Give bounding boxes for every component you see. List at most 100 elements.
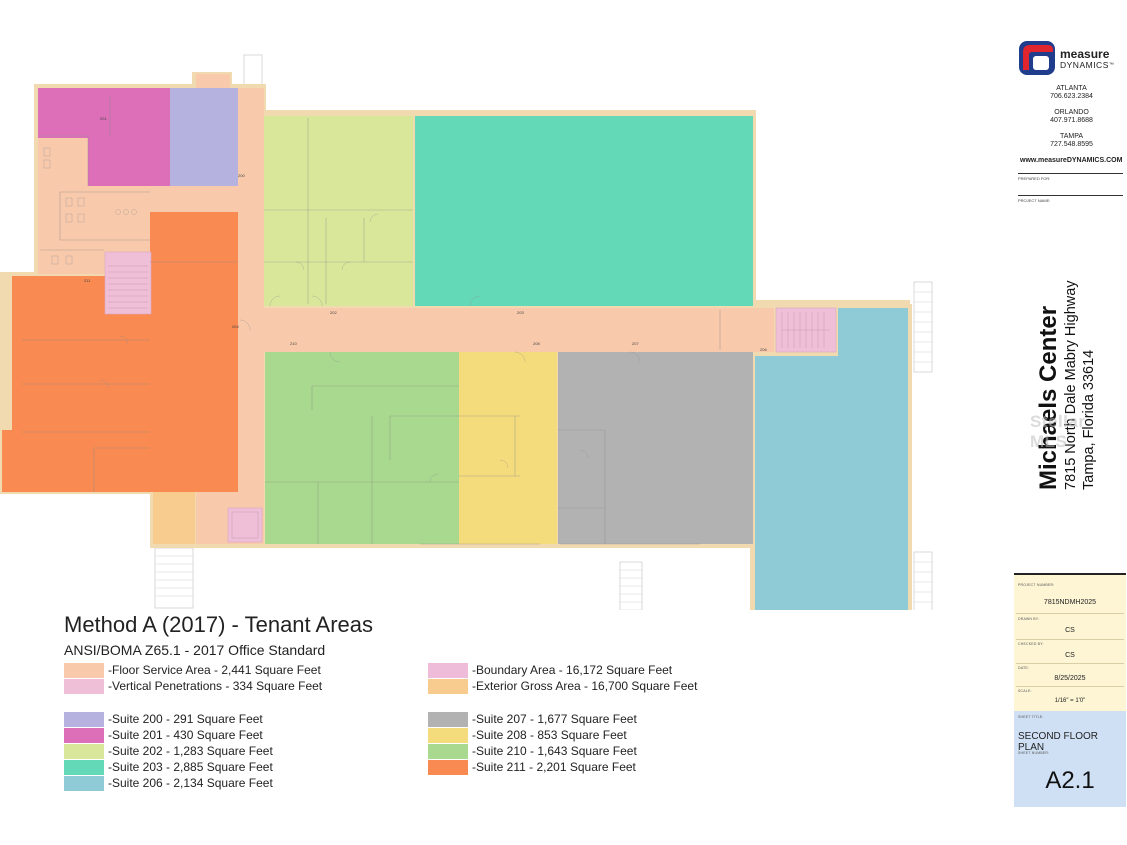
title-block: measure DYNAMICS™ ATLANTA 706.623.2384 O… (1004, 28, 1126, 808)
legend-swatch (64, 727, 104, 743)
divider (1016, 663, 1124, 664)
legend-subtitle: ANSI/BOMA Z65.1 - 2017 Office Standard (64, 642, 326, 658)
date-label: DATE: (1018, 666, 1030, 670)
room-number-label: 204 (232, 324, 239, 329)
legend-swatch (428, 711, 468, 727)
project-number-label: PROJECT NUMBER: (1018, 583, 1055, 587)
legend-item-suite-203: -Suite 203 - 2,885 Square Feet (64, 759, 273, 775)
suite-206 (755, 308, 908, 610)
drawn-by-label: DRAWN BY: (1018, 617, 1040, 621)
legend-swatch (64, 662, 104, 678)
legend-swatch (64, 743, 104, 759)
legend-item-suite-207: -Suite 207 - 1,677 Square Feet (428, 711, 637, 727)
address-line-1: 7815 North Dale Mabry Highway (1063, 280, 1079, 490)
restroom-fixtures (43, 147, 137, 265)
address-line-2: Tampa, Florida 33614 (1081, 349, 1097, 490)
legend-swatch (64, 711, 104, 727)
legend-item-suite-202: -Suite 202 - 1,283 Square Feet (64, 743, 273, 759)
suite-200 (170, 88, 238, 186)
legend-swatch (64, 759, 104, 775)
scale: 1/16" = 1'0" (1054, 698, 1086, 704)
legend-label: -Boundary Area - 16,172 Square Feet (472, 663, 673, 677)
logo-word-dynamics: DYNAMICS (1060, 60, 1109, 70)
divider (1016, 613, 1124, 614)
suite-201 (38, 88, 170, 186)
legend: Method A (2017) - Tenant Areas ANSI/BOMA… (64, 612, 724, 832)
office-city: TAMPA (1059, 133, 1084, 140)
legend-item-vertical-penetrations: -Vertical Penetrations - 334 Square Feet (64, 678, 322, 694)
legend-item-floor-service: -Floor Service Area - 2,441 Square Feet (64, 662, 321, 678)
door-swings (99, 213, 641, 483)
project-name: Michaels Center (1035, 305, 1062, 490)
checked-by: CS (1065, 652, 1075, 659)
legend-swatch (428, 727, 468, 743)
legend-label: -Vertical Penetrations - 334 Square Feet (108, 679, 323, 693)
room-number-label: 202 (330, 310, 337, 315)
legend-swatch (428, 662, 468, 678)
legend-label: -Suite 210 - 1,643 Square Feet (472, 744, 637, 758)
legend-label: -Suite 201 - 430 Square Feet (108, 728, 263, 742)
room-number-label: 203 (517, 310, 524, 315)
legend-grid: -Floor Service Area - 2,441 Square Feet … (64, 662, 724, 832)
legend-label: -Suite 211 - 2,201 Square Feet (472, 760, 636, 774)
room-number-label: 211 (84, 278, 91, 283)
checked-by-label: CHECKED BY: (1018, 642, 1044, 646)
legend-swatch (428, 678, 468, 694)
legend-title: Method A (2017) - Tenant Areas (64, 612, 374, 637)
room-number-label: 208 (533, 341, 540, 346)
website-link[interactable]: www.measureDYNAMICS.COM (1020, 157, 1123, 164)
room-number-label: 207 (632, 341, 639, 346)
project-name-label: PROJECT NAME: (1018, 198, 1051, 203)
suite-203 (415, 116, 753, 306)
suite-202 (264, 116, 413, 306)
project-title-block: Michaels Center 7815 North Dale Mabry Hi… (1035, 280, 1127, 490)
room-number-label: 210 (290, 341, 297, 346)
office-atlanta: ATLANTA 706.623.2384 (1004, 85, 1127, 101)
sheet-title-label: SHEET TITLE: (1018, 715, 1044, 719)
watermark: Stellar MLS (1030, 412, 1086, 451)
sheet-number: A2.1 (1045, 767, 1095, 794)
legend-swatch (64, 775, 104, 791)
logo: measure DYNAMICS™ (1018, 40, 1114, 78)
office-city: ORLANDO (1054, 109, 1089, 116)
floor-plan: 200 201 202 203 204 206 207 208 210 211 (0, 54, 933, 610)
prepared-for-label: PREPARED FOR: (1018, 176, 1051, 181)
date: 8/25/2025 (1054, 675, 1086, 682)
divider (1016, 686, 1124, 687)
room-number-label: 200 (238, 173, 245, 178)
suite-210 (265, 352, 459, 544)
measure-dynamics-logo-icon (1019, 41, 1055, 75)
legend-item-suite-206: -Suite 206 - 2,134 Square Feet (64, 775, 273, 791)
legend-item-suite-200: -Suite 200 - 291 Square Feet (64, 711, 263, 727)
interior-walls (22, 96, 721, 545)
sheet-title: SECOND FLOOR PLAN (1018, 731, 1099, 753)
suite-207 (558, 352, 753, 544)
sheet-title-area: SHEET TITLE: SECOND FLOOR PLAN SHEET NUM… (1014, 711, 1126, 807)
office-city: ATLANTA (1056, 85, 1087, 92)
divider (1018, 173, 1123, 174)
office-phone: 706.623.2384 (1050, 93, 1093, 100)
legend-item-suite-201: -Suite 201 - 430 Square Feet (64, 727, 263, 743)
divider (1016, 639, 1124, 640)
exterior-gross-patch (153, 492, 195, 544)
legend-label: -Suite 208 - 853 Square Feet (472, 728, 627, 742)
legend-label: -Suite 202 - 1,283 Square Feet (108, 744, 273, 758)
legend-item-suite-211: -Suite 211 - 2,201 Square Feet (428, 759, 636, 775)
logo-trademark: ™ (1108, 62, 1115, 68)
stair-lines (108, 265, 830, 539)
room-number-label: 206 (760, 347, 767, 352)
room-number-label: 201 (100, 116, 107, 121)
legend-item-suite-210: -Suite 210 - 1,643 Square Feet (428, 743, 637, 759)
legend-swatch (428, 759, 468, 775)
sheet-number-label: SHEET NUMBER: (1018, 751, 1050, 755)
legend-swatch (428, 743, 468, 759)
legend-label: -Suite 206 - 2,134 Square Feet (108, 776, 273, 790)
legend-item-exterior-gross: -Exterior Gross Area - 16,700 Square Fee… (428, 678, 697, 694)
office-phone: 727.548.8595 (1050, 141, 1093, 148)
legend-item-suite-208: -Suite 208 - 853 Square Feet (428, 727, 627, 743)
room-numbers: 200 201 202 203 204 206 207 208 210 211 (84, 116, 767, 352)
legend-label: -Floor Service Area - 2,441 Square Feet (108, 663, 321, 677)
legend-label: -Suite 207 - 1,677 Square Feet (472, 712, 637, 726)
office-orlando: ORLANDO 407.971.8688 (1004, 109, 1127, 125)
scale-label: SCALE: (1018, 689, 1032, 693)
